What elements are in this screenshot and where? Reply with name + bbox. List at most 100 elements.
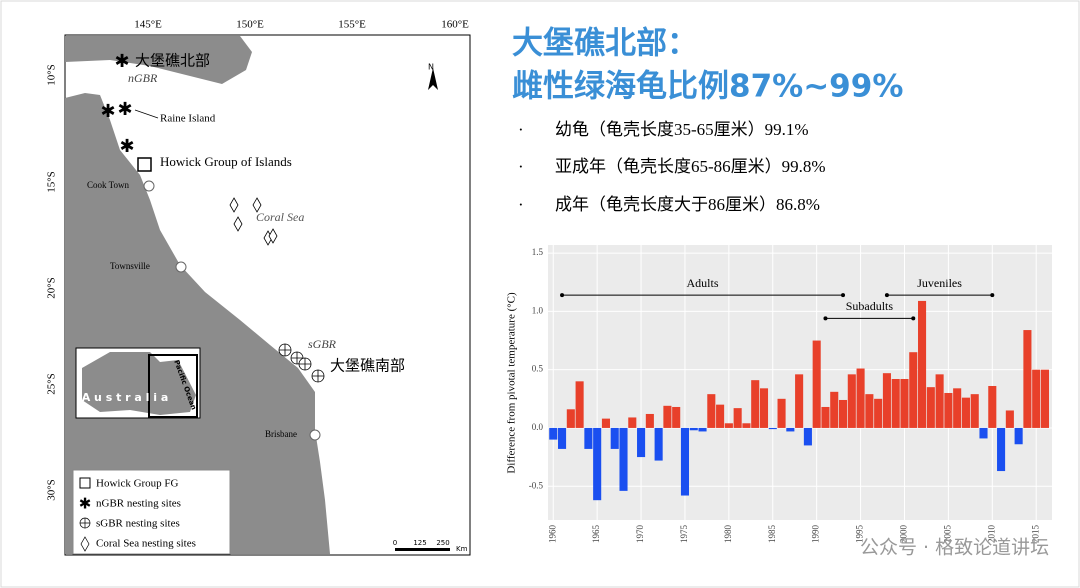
bar [759,388,769,428]
bar [558,427,567,449]
place-label: nGBR [128,71,158,85]
place-label: Brisbane [265,429,297,439]
town-marker [143,180,155,192]
y-tick-label: 1.0 [532,305,544,315]
bar [979,427,988,439]
north-arrow [428,68,438,90]
bar [654,427,663,461]
nesting-star: ✱ [114,51,129,72]
bullet-text: 成年（龟壳长度大于86厘米）86.8% [555,195,820,214]
y-axis-label: Difference from pivotal temperature (°C) [506,292,518,474]
place-label: Raine Island [160,113,216,125]
leader-line [134,109,159,119]
bar [549,427,558,440]
bar [724,423,733,428]
legend-label: sGBR nesting sites [96,518,180,530]
legend-label: nGBR nesting sites [96,498,181,510]
place-label: Coral Sea [256,210,304,224]
lon-label: 150°E [236,19,264,31]
bar [891,379,900,428]
bar [838,399,848,428]
bar [566,409,575,428]
bar [830,391,839,428]
lon-label: 160°E [441,19,469,31]
place-label: Howick Group of Islands [160,154,292,169]
x-tick-label: 1965 [591,525,601,544]
bar [803,427,812,446]
bullet-dot: · [518,195,524,214]
bar [865,394,874,428]
annotation-label: Subadults [846,299,894,313]
scale-label: Km [456,545,468,553]
town-marker [309,429,321,441]
annotation-end [911,316,916,321]
inset-highlight [148,354,198,418]
scale-bar [395,548,450,551]
place-label: 大堡礁北部 [135,52,210,70]
lat-label: 20°S [46,277,58,299]
bar [593,427,602,501]
bar [909,352,918,428]
heading-line: 雌性绿海龟比例87%~99% [512,69,903,105]
bar [733,408,742,428]
coral-marker [252,197,262,213]
bar [847,374,856,428]
legend-label: Coral Sea nesting sites [96,538,196,550]
lat-label: 15°S [46,171,58,193]
bar [944,392,953,428]
bar [575,381,584,428]
annotation-end [884,293,889,298]
bar [584,427,593,449]
annotation-label: Adults [687,276,719,290]
legend-symbol [79,517,91,529]
bar [768,427,777,430]
bar [680,427,690,496]
coral-marker [233,216,243,232]
annotation-end [990,293,995,298]
bar [882,373,891,428]
x-tick-label: 1960 [547,525,557,544]
bar [1023,330,1032,428]
place-label: 大堡礁南部 [330,357,405,375]
bar [663,405,672,428]
legend-symbol: ✱ [79,495,92,513]
sgbr-marker [298,357,312,371]
australia-land [65,93,330,554]
bar [1014,427,1023,445]
y-tick-label: 0.5 [532,364,544,374]
annotation-end [841,293,846,298]
coral-marker [268,228,278,244]
bar [698,427,707,432]
bullet-dot: · [518,157,524,176]
bar [926,387,935,428]
bar [742,423,751,428]
lat-label: 25°S [46,373,58,395]
bar [1032,369,1041,428]
x-tick-label: 1970 [635,525,645,544]
bar [628,417,637,428]
x-tick-label: 1995 [855,525,865,544]
lat-label: 30°S [46,479,58,501]
bar [1040,369,1050,428]
nesting-star: ✱ [119,136,134,157]
heading-line: 大堡礁北部： [512,26,698,62]
bar [672,406,681,428]
x-tick-label: 2005 [942,525,952,544]
place-label: Cook Town [87,180,129,190]
bullet-text: 幼龟（龟壳长度35-65厘米）99.1% [555,120,809,139]
bar [619,427,628,491]
map-legend [72,469,231,555]
annotation-end [560,293,565,298]
lat-label: 10°S [46,64,58,86]
inset-australia [82,352,196,415]
bar [786,427,795,432]
x-tick-label: 2010 [986,525,996,544]
bar [918,300,927,428]
legend-symbol [79,477,91,489]
x-tick-label: 2000 [899,525,909,544]
nesting-star: ✱ [100,101,115,122]
x-tick-label: 2015 [1030,525,1040,544]
bar [777,398,786,428]
y-tick-label: -0.5 [529,480,544,490]
